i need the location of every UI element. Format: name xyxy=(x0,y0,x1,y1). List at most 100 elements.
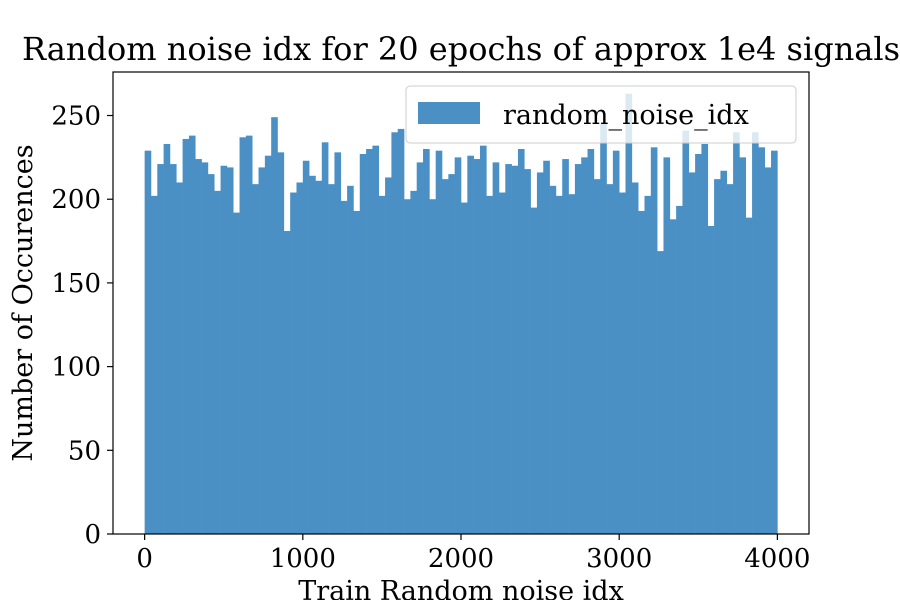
y-tick-label: 250 xyxy=(51,102,101,132)
histogram-bar xyxy=(340,200,348,535)
histogram-bar xyxy=(315,180,323,534)
histogram-bar xyxy=(328,184,335,535)
histogram-bar xyxy=(606,184,614,535)
histogram-bar xyxy=(574,164,582,534)
y-tick-label: 50 xyxy=(68,436,101,466)
histogram-bar xyxy=(682,130,690,534)
histogram-bar xyxy=(416,162,424,535)
histogram-bar xyxy=(625,93,633,535)
chart-title: Random noise idx for 20 epochs of approx… xyxy=(22,30,900,68)
histogram-bar xyxy=(233,212,240,534)
histogram-bar xyxy=(302,160,310,534)
histogram-bar xyxy=(207,174,215,534)
y-tick-label: 100 xyxy=(51,353,101,383)
histogram-bar xyxy=(657,251,664,534)
legend-label: random_noise_idx xyxy=(503,100,749,131)
histogram-bar xyxy=(568,194,576,534)
histogram-bar xyxy=(258,167,266,535)
histogram-bar xyxy=(296,182,304,534)
histogram-bar xyxy=(359,154,367,535)
y-tick-label: 200 xyxy=(51,185,101,215)
histogram-bar xyxy=(404,199,411,534)
histogram-bar xyxy=(549,185,557,534)
histogram-bar xyxy=(650,147,658,534)
histogram-bar xyxy=(290,192,297,535)
histogram-bar xyxy=(467,155,474,534)
histogram-bar xyxy=(562,159,569,535)
histogram-bar xyxy=(663,157,671,534)
histogram-bars xyxy=(144,93,778,535)
histogram-bar xyxy=(435,150,443,534)
y-tick-label: 0 xyxy=(84,520,101,550)
legend-swatch xyxy=(418,102,480,124)
x-axis-ticks: 0 1000 2000 3000 4000 xyxy=(136,534,810,574)
histogram-bar xyxy=(150,195,158,534)
histogram-bar xyxy=(726,184,734,535)
histogram-bar xyxy=(309,175,316,535)
histogram-bar xyxy=(720,170,728,534)
histogram-bar xyxy=(353,210,361,534)
histogram-bar xyxy=(581,157,588,534)
histogram-bar xyxy=(517,149,525,534)
histogram-bar xyxy=(264,155,272,534)
histogram-bar xyxy=(764,167,772,535)
histogram-bar xyxy=(752,132,759,534)
histogram-bar xyxy=(555,195,563,534)
histogram-bar xyxy=(252,184,259,535)
histogram-bar xyxy=(505,164,512,534)
histogram-bar xyxy=(429,199,436,534)
x-tick-label: 2000 xyxy=(428,544,494,574)
y-axis-label: Number of Occurences xyxy=(8,144,39,461)
histogram-bar xyxy=(321,142,329,534)
histogram-bar xyxy=(492,162,500,535)
histogram-bar xyxy=(479,145,487,535)
histogram-bar xyxy=(176,182,183,534)
histogram-bar xyxy=(283,231,291,535)
histogram-bar xyxy=(442,179,449,534)
histogram-bar xyxy=(347,185,354,534)
histogram-bar xyxy=(391,132,399,534)
histogram-bar xyxy=(701,143,709,534)
histogram-bar xyxy=(536,172,544,534)
histogram-bar xyxy=(226,167,234,535)
histogram-bar xyxy=(423,149,430,534)
histogram-bar xyxy=(214,190,221,534)
histogram-bar xyxy=(239,137,247,535)
x-tick-label: 3000 xyxy=(586,544,652,574)
histogram-bar xyxy=(511,165,519,534)
histogram-bar xyxy=(157,164,164,534)
histogram-bar xyxy=(271,117,278,535)
histogram-bar xyxy=(397,128,405,535)
histogram-bar xyxy=(169,164,177,534)
histogram-bar xyxy=(366,149,373,534)
legend-box xyxy=(405,85,797,144)
histogram-bar xyxy=(631,182,639,534)
y-axis-ticks: 0 50 100 150 200 250 xyxy=(51,102,113,550)
histogram-bar xyxy=(410,190,418,534)
histogram-bar xyxy=(758,147,766,534)
histogram-bar xyxy=(695,154,702,535)
histogram-bar xyxy=(530,207,538,534)
histogram-bar xyxy=(498,192,506,535)
histogram-bar xyxy=(771,150,778,534)
histogram-bar xyxy=(245,135,253,534)
histogram-bar xyxy=(201,162,209,535)
histogram-bar xyxy=(612,150,620,534)
histogram-bar xyxy=(733,132,740,534)
y-tick-label: 150 xyxy=(51,269,101,299)
histogram-bar xyxy=(543,160,550,534)
histogram-bar xyxy=(195,159,202,535)
histogram-bar xyxy=(688,172,696,534)
histogram-bar xyxy=(182,138,190,534)
x-tick-label: 1000 xyxy=(270,544,336,574)
histogram-bar xyxy=(593,179,601,534)
histogram-bar xyxy=(448,174,455,534)
histogram-bar xyxy=(707,226,715,534)
histogram-bar xyxy=(714,179,721,534)
histogram-bar xyxy=(739,157,747,534)
histogram-bar xyxy=(163,143,171,534)
histogram-bar xyxy=(385,177,392,534)
histogram-bar xyxy=(144,150,152,534)
histogram-bar xyxy=(334,152,342,534)
